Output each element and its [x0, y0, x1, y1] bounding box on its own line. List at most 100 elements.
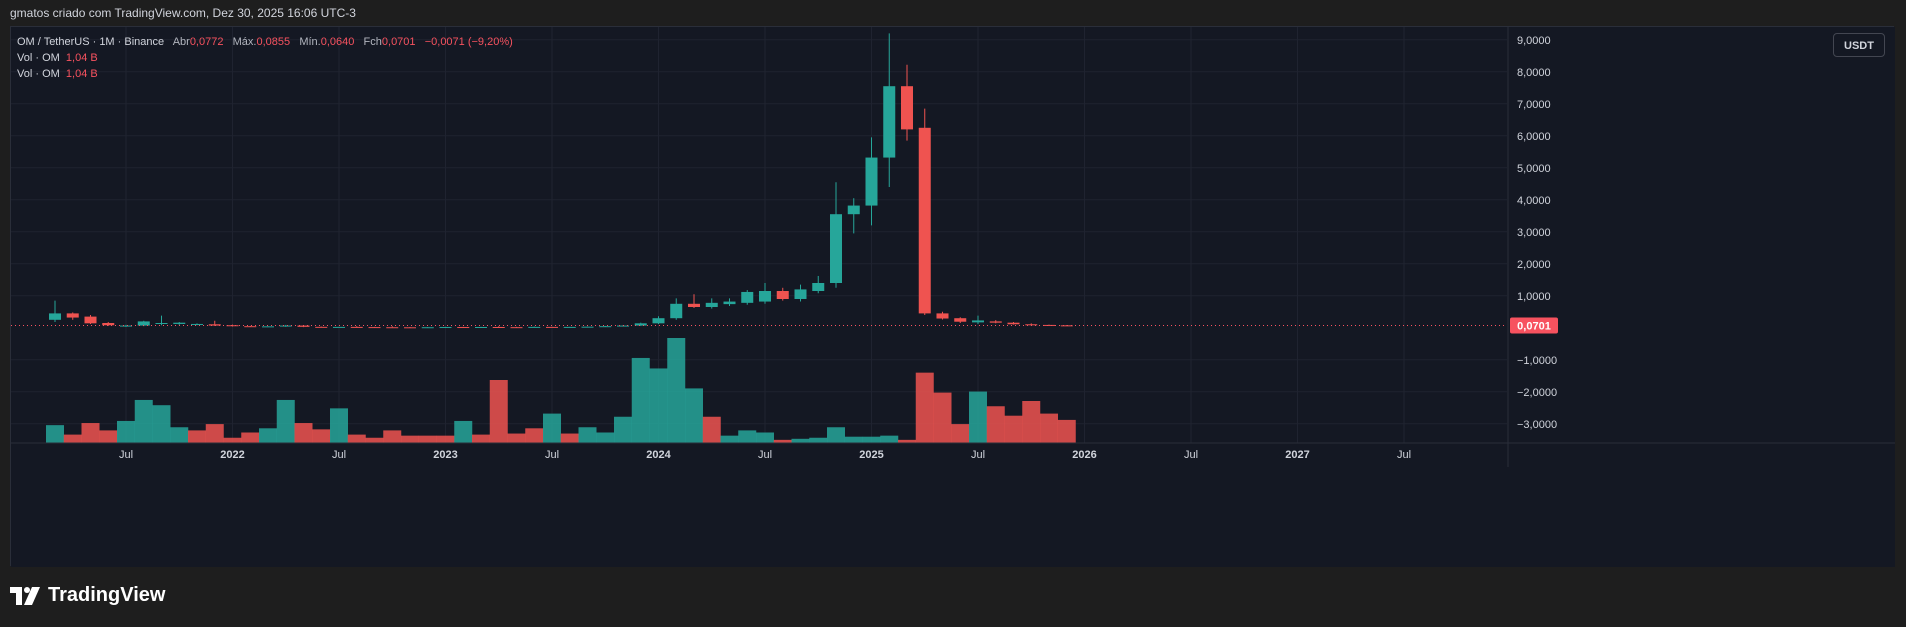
volume-bar [507, 433, 526, 443]
candlestick-chart[interactable]: 9,0000 8,0000 7,0000 6,0000 5,0000 4,0000 3,00… [11, 27, 1895, 567]
volume-bar [844, 436, 863, 443]
volume-bar [489, 380, 508, 443]
candle-body [883, 86, 896, 158]
legend-close-value: 0,0701 [381, 36, 416, 48]
price-tick-label: −1,0000 [1517, 355, 1557, 367]
candle-body [617, 325, 629, 327]
chart-legend: OM / TetherUS · 1M · Binance Abr0,0772 M… [17, 34, 513, 82]
volume-bar [827, 427, 845, 443]
price-tick-label: 7,0000 [1517, 99, 1551, 111]
tradingview-logo-icon [10, 586, 40, 605]
candle-body [723, 301, 736, 305]
candle-body [865, 157, 878, 206]
candle-body [776, 291, 789, 299]
candle-body [315, 326, 328, 328]
volume-bar [969, 391, 987, 443]
volume-bar [241, 432, 260, 443]
volume-bar [898, 439, 916, 443]
legend-vol2-label: Vol · OM [17, 68, 60, 80]
volume-bar [1004, 415, 1023, 443]
volume-bar [347, 434, 366, 443]
candle-body [120, 325, 132, 327]
time-tick-label: Jul [1184, 449, 1198, 461]
volume-bar [986, 406, 1005, 443]
volume-bar [543, 413, 561, 443]
candle-body [333, 326, 345, 328]
candle-body [954, 318, 967, 322]
candle-body [492, 327, 505, 328]
volume-bar [170, 427, 189, 443]
volume-bar [152, 405, 171, 443]
volume-bar [756, 432, 774, 443]
volume-bar [614, 416, 632, 443]
candle-body [688, 303, 700, 307]
chart-panel[interactable]: 9,0000 8,0000 7,0000 6,0000 5,0000 4,0000 3,00… [10, 26, 1895, 567]
volume-bar [63, 434, 82, 443]
candle-body [759, 291, 771, 302]
brand-name: TradingView [48, 584, 166, 606]
volume-bar [46, 425, 64, 443]
time-tick-label: Jul [545, 449, 559, 461]
price-tick-label: −3,0000 [1517, 419, 1557, 431]
volume-bar [117, 420, 135, 443]
volume-bar [702, 416, 721, 443]
candle-body [1025, 324, 1038, 326]
volume-bar [276, 399, 295, 443]
volume-bar [294, 423, 313, 443]
candle-body [368, 327, 381, 329]
price-tick-label: 5,0000 [1517, 163, 1551, 175]
volume-bar [525, 428, 544, 443]
candle-body [563, 326, 576, 328]
volume-bar [667, 338, 686, 443]
time-tick-label: 2022 [220, 449, 244, 461]
price-tick-label: 9,0000 [1517, 35, 1551, 47]
legend-volume-row-2: Vol · OM 1,04 B [17, 66, 513, 82]
candle-body [421, 327, 434, 329]
legend-low-label: Mín. [299, 36, 321, 48]
candle-body [1060, 325, 1073, 327]
volume-bar [383, 430, 402, 443]
volume-bar [560, 433, 579, 443]
candle-body [1007, 322, 1020, 325]
volume-bar [454, 420, 473, 443]
volume-bar [99, 430, 118, 443]
candle-body [741, 291, 754, 303]
volume-bar [188, 430, 206, 443]
candle-body [670, 303, 683, 319]
volume-bar [134, 399, 153, 443]
candle-body [49, 313, 61, 320]
volume-bar [773, 439, 792, 443]
candle-body [936, 313, 949, 319]
price-tick-label: 2,0000 [1517, 259, 1551, 271]
volume-bar [436, 435, 455, 443]
candle-body [705, 302, 718, 307]
legend-open-value: 0,0772 [189, 36, 224, 48]
candle-body [386, 327, 399, 329]
legend-vol2-value: 1,04 B [65, 68, 98, 80]
volume-bar [223, 437, 242, 443]
currency-unit-button[interactable]: USDT [1833, 33, 1885, 57]
candle-body [652, 318, 665, 324]
candle-body [457, 327, 470, 329]
volume-bar [862, 436, 881, 443]
volume-bar [205, 424, 224, 443]
candle-body [226, 325, 239, 327]
volume-bar [312, 429, 331, 443]
price-tick-label: 4,0000 [1517, 195, 1551, 207]
volume-bar [915, 372, 934, 443]
volume-bar [649, 368, 668, 443]
candle-body [84, 316, 97, 324]
candle-body [634, 323, 647, 326]
volume-bar [401, 435, 419, 443]
tradingview-logo[interactable]: TradingView [10, 584, 165, 607]
candle-body [847, 205, 860, 215]
legend-vol1-label: Vol · OM [17, 52, 60, 64]
candle-body [972, 320, 984, 323]
volume-bar [418, 435, 437, 443]
legend-ohlc-row: OM / TetherUS · 1M · Binance Abr0,0772 M… [17, 34, 513, 50]
candle-body [439, 327, 452, 329]
time-tick-label: Jul [119, 449, 133, 461]
volume-bar [933, 392, 952, 443]
price-tick-label: 3,0000 [1517, 227, 1551, 239]
volume-bar [330, 408, 348, 443]
